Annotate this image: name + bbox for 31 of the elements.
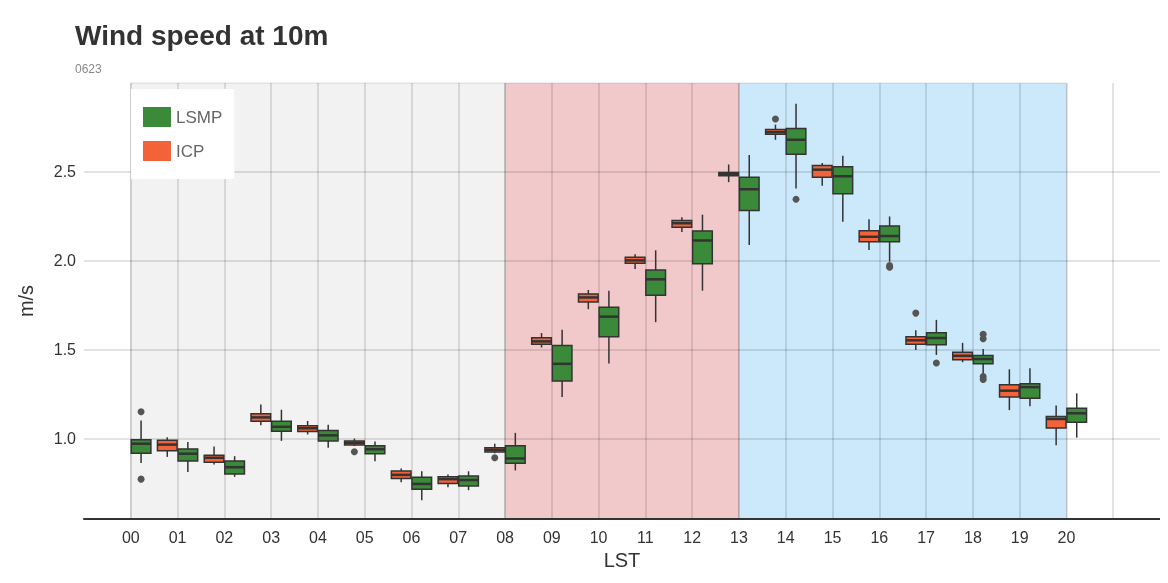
x-tick-label: 09 bbox=[542, 528, 561, 546]
x-tick-label: 18 bbox=[963, 528, 982, 546]
x-tick-label: 08 bbox=[496, 528, 515, 546]
x-tick-label: 00 bbox=[121, 528, 140, 546]
x-tick-label: 17 bbox=[917, 528, 936, 546]
chart-title: Wind speed at 10m bbox=[75, 19, 329, 51]
y-axis-title: m/s bbox=[15, 284, 37, 318]
x-tick-label: 20 bbox=[1057, 528, 1076, 546]
y-tick-label: 2.0 bbox=[53, 252, 77, 270]
x-tick-label: 11 bbox=[637, 528, 654, 546]
x-tick-label: 01 bbox=[168, 528, 187, 546]
chart-subtitle: 0623 bbox=[75, 62, 103, 76]
x-tick-label: 06 bbox=[402, 528, 421, 546]
x-tick-label: 12 bbox=[683, 528, 702, 546]
y-tick-label: 1.0 bbox=[53, 430, 77, 448]
x-tick-label: 15 bbox=[823, 528, 842, 546]
y-tick-label: 2.5 bbox=[53, 163, 77, 181]
x-tick-label: 04 bbox=[309, 528, 327, 546]
legend-label: LSMP bbox=[176, 107, 223, 127]
x-axis-title: LST bbox=[603, 548, 641, 571]
x-tick-label: 03 bbox=[262, 528, 281, 546]
x-tick-label: 07 bbox=[449, 528, 468, 546]
y-tick-label: 1.5 bbox=[53, 341, 77, 359]
x-tick-label: 14 bbox=[776, 528, 795, 546]
x-tick-label: 10 bbox=[589, 528, 608, 546]
x-tick-label: 19 bbox=[1010, 528, 1029, 546]
x-tick-label: 02 bbox=[215, 528, 234, 546]
legend-label: ICP bbox=[176, 141, 205, 161]
x-tick-label: 05 bbox=[355, 528, 374, 546]
x-tick-label: 13 bbox=[730, 528, 748, 546]
x-tick-label: 16 bbox=[870, 528, 889, 546]
